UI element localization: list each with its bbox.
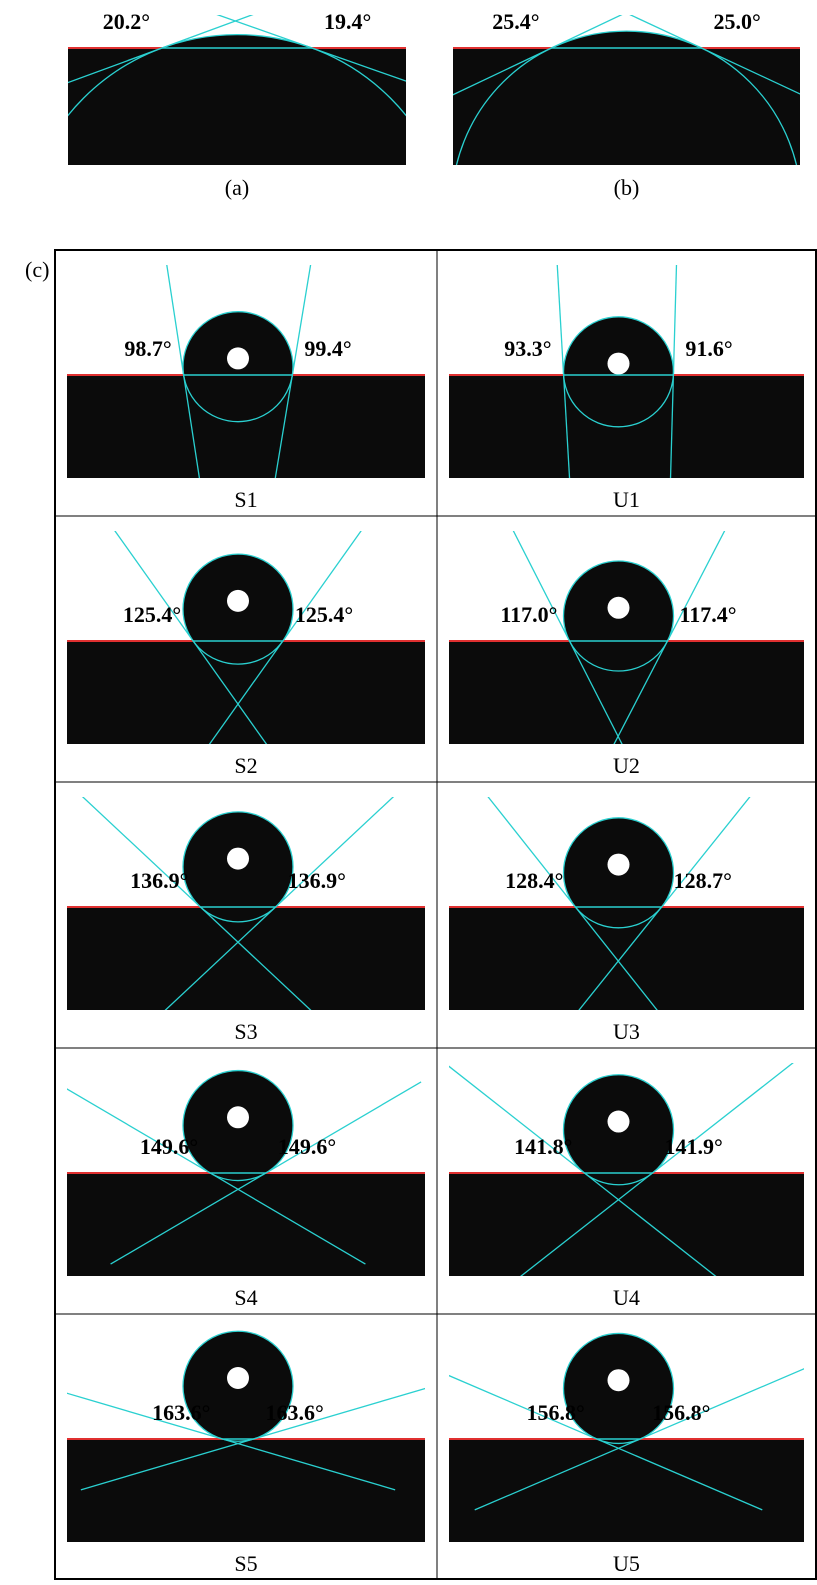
contact-angle: 117.4° xyxy=(680,602,737,627)
sample-label: S3 xyxy=(234,1019,257,1044)
contact-angle: 19.4° xyxy=(324,9,371,34)
page: {"panels": [ {"label": "(a)", "left_angl… xyxy=(0,0,817,1580)
sample-label: S2 xyxy=(234,753,257,778)
figure: (c) 20.2° 19.4° (a) 25.4° 25.0° (b) 98.7° 99.4°… xyxy=(0,0,817,1580)
sample-label: S1 xyxy=(234,487,257,512)
droplet-image xyxy=(449,766,804,1048)
droplet-image xyxy=(67,494,425,787)
contact-angle: 93.3° xyxy=(504,336,551,361)
contact-angle: 149.6° xyxy=(140,1134,198,1159)
contact-angle: 20.2° xyxy=(103,9,150,34)
substrate-front xyxy=(449,1440,804,1543)
contact-angle: 149.6° xyxy=(278,1134,336,1159)
highlight xyxy=(227,848,249,870)
sample-label: U1 xyxy=(613,487,640,512)
contact-angle: 25.0° xyxy=(714,9,761,34)
highlight xyxy=(608,854,630,876)
sample-label: U3 xyxy=(613,1019,640,1044)
droplet-image xyxy=(67,784,425,1030)
panel-label: (c) xyxy=(25,257,49,282)
contact-angle: 128.4° xyxy=(505,868,563,893)
highlight xyxy=(608,353,630,375)
sample-label: S5 xyxy=(234,1551,257,1576)
panel-label: (a) xyxy=(225,175,249,200)
highlight xyxy=(608,1111,630,1133)
contact-angle: 136.9° xyxy=(288,868,346,893)
droplet-image xyxy=(431,1329,805,1543)
highlight xyxy=(608,1369,630,1391)
contact-angle: 91.6° xyxy=(685,336,732,361)
droplet-image xyxy=(50,1329,426,1543)
contact-angle: 163.6° xyxy=(152,1400,210,1425)
contact-angle: 136.9° xyxy=(130,868,188,893)
substrate-front xyxy=(449,908,804,1011)
substrate-front xyxy=(449,376,804,479)
substrate-front xyxy=(453,49,800,166)
substrate-front xyxy=(68,49,406,166)
contact-angle: 156.8° xyxy=(527,1400,585,1425)
contact-angle: 125.4° xyxy=(295,602,353,627)
substrate-front xyxy=(67,376,425,479)
highlight xyxy=(227,590,249,612)
sample-label: U2 xyxy=(613,753,640,778)
contact-angle: 98.7° xyxy=(124,336,171,361)
droplet-image xyxy=(443,1062,804,1285)
contact-angle: 156.8° xyxy=(652,1400,710,1425)
contact-angle: 141.8° xyxy=(514,1134,572,1159)
contact-angle: 163.6° xyxy=(266,1400,324,1425)
contact-angle: 128.7° xyxy=(674,868,732,893)
contact-angle: 125.4° xyxy=(123,602,181,627)
sample-label: U5 xyxy=(613,1551,640,1576)
substrate-front xyxy=(67,908,425,1011)
sample-label: U4 xyxy=(613,1285,640,1310)
panel-label: (b) xyxy=(614,175,640,200)
contact-angle: 99.4° xyxy=(304,336,351,361)
substrate-front xyxy=(449,1174,804,1277)
highlight xyxy=(608,597,630,619)
contact-angle: 141.9° xyxy=(665,1134,723,1159)
highlight xyxy=(227,1367,249,1389)
contact-angle: 117.0° xyxy=(500,602,557,627)
substrate-front xyxy=(67,1174,425,1277)
contact-angle: 25.4° xyxy=(492,9,539,34)
droplet-image xyxy=(55,1063,425,1277)
substrate-front xyxy=(67,1440,425,1543)
substrate-front xyxy=(449,642,804,745)
highlight xyxy=(227,1106,249,1128)
sample-label: S4 xyxy=(234,1285,257,1310)
highlight xyxy=(227,347,249,369)
